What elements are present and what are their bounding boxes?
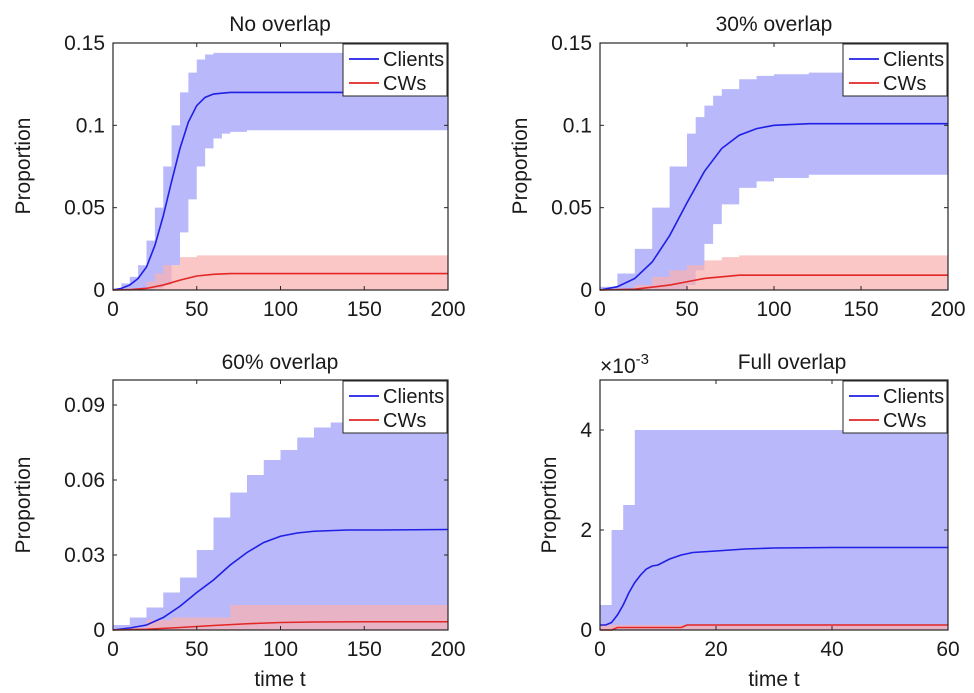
y-tick-label: 0.03: [64, 544, 105, 567]
legend-label: CWs: [383, 73, 426, 95]
y-tick-label: 0.06: [64, 469, 105, 492]
x-axis-label: time t: [254, 668, 306, 691]
legend-box: [342, 380, 448, 434]
x-tick-label: 200: [430, 298, 465, 321]
x-tick-label: 150: [347, 638, 382, 661]
x-tick-label: 200: [930, 298, 965, 321]
x-tick-label: 200: [430, 638, 465, 661]
panel-title: No overlap: [229, 13, 331, 36]
y-tick-label: 0: [93, 619, 105, 642]
band-cws: [113, 255, 448, 290]
plot-area: 0 50 100 150 200 0 0.05 0.1 0.15: [64, 32, 465, 321]
y-tick-label: 0.09: [64, 394, 105, 417]
x-tick-label: 100: [263, 298, 298, 321]
x-tick-label: 20: [704, 638, 727, 661]
legend-label: CWs: [883, 73, 926, 95]
band-clients: [600, 70, 948, 290]
band-clients: [113, 52, 448, 290]
exponent-label: ×10-3: [600, 351, 649, 378]
x-tick-label: 50: [185, 298, 208, 321]
legend-box: [842, 43, 948, 97]
y-tick-label: 0.1: [563, 114, 592, 137]
panel-title: Full overlap: [738, 351, 847, 374]
plot-area: 0 20 40 60 0 2 4: [580, 379, 960, 661]
panel-full-overlap: Full overlap ×10-3 Proportion time t 0 20…: [538, 351, 960, 691]
line-clients: [599, 122, 948, 291]
legend-box: [342, 43, 448, 97]
legend-label: CWs: [883, 410, 926, 432]
legend-label: Clients: [383, 386, 444, 408]
line-cws: [112, 620, 448, 631]
x-tick-label: 60: [936, 638, 959, 661]
x-tick-label: 100: [263, 638, 298, 661]
x-tick-label: 40: [820, 638, 843, 661]
x-tick-label: 100: [756, 298, 791, 321]
legend-label: Clients: [383, 49, 444, 71]
band-clients: [600, 430, 948, 630]
panel-no-overlap: No overlap Proportion 0 50 100 150 20000.050…: [12, 13, 466, 321]
band-clients: [113, 420, 448, 630]
y-axis-label: Proportion: [538, 457, 561, 554]
x-tick-label: 150: [347, 298, 382, 321]
panel-60-overlap: 60% overlap Proportion time t 0 50 100 150 2…: [12, 351, 466, 691]
y-tick-label: 0.1: [76, 114, 105, 137]
y-tick-label: 2: [580, 519, 592, 542]
plot-area: 0 50 100 150 200 0 0.03 0.06 0.09: [64, 379, 466, 661]
legend-box: [842, 380, 948, 434]
line-clients: [600, 546, 948, 626]
y-axis-label: Proportion: [509, 118, 532, 215]
axes-box: [599, 379, 949, 631]
y-tick-label: 0.15: [64, 32, 105, 55]
plot-area: 0 50 100 150 200 0 0.05 0.1 0.15: [551, 32, 965, 321]
y-tick-label: 0.15: [551, 32, 592, 55]
legend-label: Clients: [883, 49, 944, 71]
line-cws: [599, 274, 948, 291]
line-cws: [112, 272, 448, 291]
x-axis-label: time t: [748, 668, 800, 691]
panel-title: 30% overlap: [716, 13, 833, 36]
x-tick-label: 50: [185, 638, 208, 661]
y-tick-label: 0.05: [64, 197, 105, 220]
x-tick-label: 0: [107, 638, 119, 661]
y-tick-label: 0: [93, 279, 105, 302]
y-tick-label: 0.05: [551, 197, 592, 220]
y-axis-label: Proportion: [12, 118, 35, 215]
legend-label: CWs: [383, 410, 426, 432]
line-clients: [112, 91, 448, 291]
line-clients: [112, 528, 449, 631]
x-tick-label: 0: [594, 638, 606, 661]
y-tick-label: 4: [580, 419, 592, 442]
y-tick-label: 0: [580, 279, 592, 302]
y-tick-label: 0: [580, 619, 592, 642]
x-tick-label: 0: [107, 298, 119, 321]
y-axis-label: Proportion: [12, 457, 35, 554]
legend-label: Clients: [883, 386, 944, 408]
x-tick-label: 150: [843, 298, 878, 321]
band-cws: [600, 625, 948, 630]
panel-title: 60% overlap: [222, 351, 339, 374]
panel-30-overlap: 30% overlap Proportion 0 50 100 150 200 0 0.05…: [509, 13, 966, 321]
x-tick-label: 50: [675, 298, 698, 321]
band-cws: [113, 605, 448, 630]
x-tick-label: 0: [594, 298, 606, 321]
